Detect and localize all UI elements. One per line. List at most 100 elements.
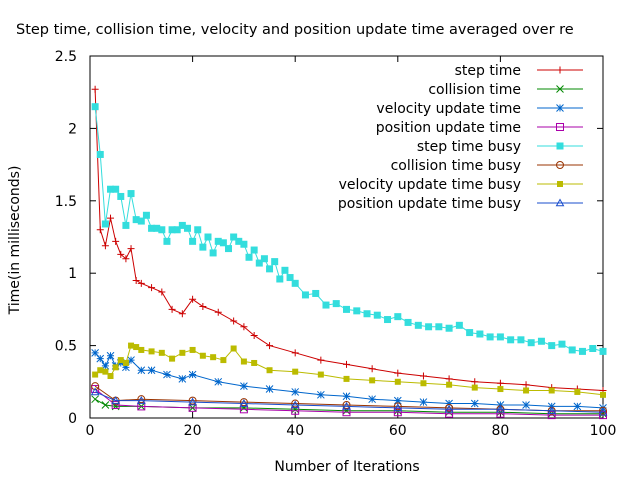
data-point [598,407,608,416]
data-point [568,346,576,354]
data-point [235,237,243,245]
legend-label: velocity update time busy [339,177,521,193]
data-point [102,368,109,375]
data-point [230,345,237,352]
data-point [281,266,289,274]
data-point [312,289,320,297]
data-point [117,357,124,364]
legend-swatch-marker [556,123,564,131]
data-point [179,349,186,356]
data-point [547,411,556,420]
data-point [148,224,156,232]
legend-item-step-time-busy: step time busy [417,139,583,155]
data-point [419,398,428,406]
data-point [169,355,176,362]
data-point [547,406,557,415]
data-point [471,378,479,386]
data-point [393,408,402,417]
data-point [137,395,146,404]
data-point [486,333,494,341]
data-point [342,400,351,409]
legend-label: position update time [376,120,521,136]
data-point [517,336,525,344]
data-point [230,317,238,325]
data-point [210,354,217,361]
data-point [188,397,197,406]
data-point [239,398,248,407]
data-point [523,387,530,394]
data-point [291,349,299,357]
legend-item-position-update-time: position update time [376,120,583,136]
data-point [189,346,196,353]
data-point [471,384,478,391]
data-point [393,396,402,405]
data-point [127,190,135,198]
data-point [189,295,197,303]
data-point [107,373,114,380]
data-point [286,274,294,282]
data-point [497,386,504,393]
series-velocity-update-time [91,348,607,412]
data-point [92,371,99,378]
data-point [394,313,402,321]
data-point [107,185,115,193]
data-point [250,331,258,339]
chart-title: Step time, collision time, velocity and … [16,22,574,38]
data-point [112,364,119,371]
x-tick-label: 60 [389,423,407,439]
y-tick-label: 1 [68,266,77,282]
data-point [122,359,129,366]
data-point [122,221,130,229]
data-point [96,354,105,363]
data-point [220,357,227,364]
y-tick-label: 1.5 [55,194,77,210]
data-point [414,321,422,329]
data-point [214,308,222,316]
data-point [332,300,340,308]
data-point [101,362,110,370]
data-point [147,366,156,375]
data-point [291,388,300,396]
plot-area: 0 20 40 60 80 100 0 0.5 1 1.5 2 2.5 [55,49,617,439]
legend: step time collision time velocity update t… [338,63,583,212]
data-point [173,226,181,234]
legend-item-velocity-update-time: velocity update time [376,101,583,117]
data-point [204,233,212,241]
data-point [101,242,109,250]
data-point [178,310,186,318]
data-point [240,382,248,390]
data-point [496,333,504,341]
data-point [132,216,140,224]
data-point [163,237,171,245]
legend-item-velocity-update-time-busy: velocity update time busy [339,177,583,193]
series-position-update-time-busy [90,387,608,416]
data-point [496,404,505,413]
data-point [368,365,376,373]
data-point [476,330,484,338]
data-point [250,246,258,254]
legend-label: collision time busy [391,158,521,174]
y-tick-label: 2 [68,121,77,137]
data-point [117,192,125,200]
data-point [343,305,350,313]
data-point [91,395,99,404]
data-point [90,387,100,396]
data-point [91,85,99,93]
series-step-time [91,85,607,394]
data-point [343,360,350,368]
data-point [137,279,145,287]
legend-swatch-marker [556,66,564,74]
data-point [317,356,325,364]
data-point [466,329,474,337]
data-point [158,349,165,356]
data-point [240,358,247,365]
data-point [266,367,273,374]
data-point [117,250,125,258]
legend-item-collision-time: collision time [428,82,583,98]
plot-frame [89,55,604,419]
legend-label: position update time busy [338,196,521,212]
data-point [136,396,146,404]
data-point [214,377,223,386]
data-point [445,403,454,412]
